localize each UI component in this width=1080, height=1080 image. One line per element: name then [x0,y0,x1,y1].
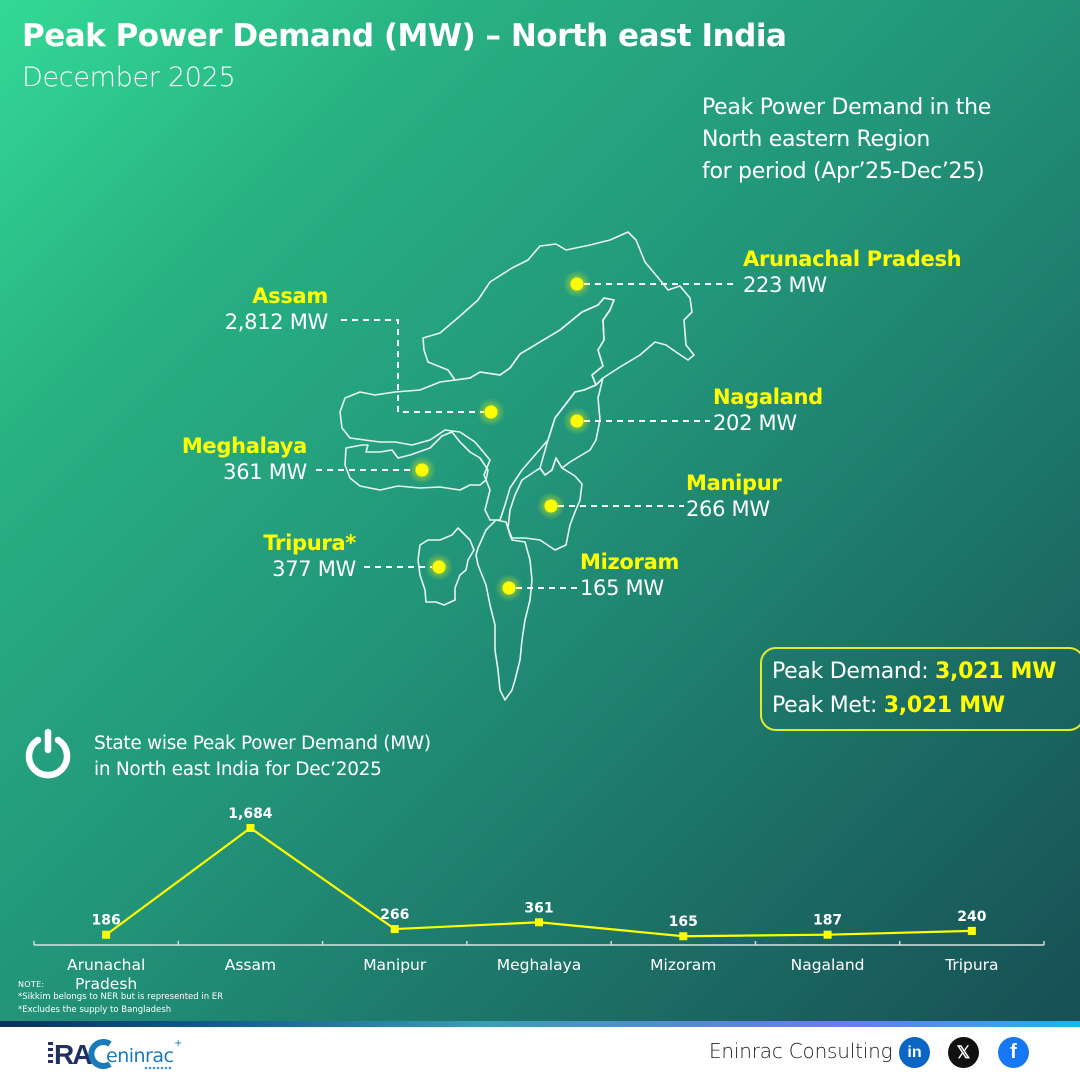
label-assam: Assam 2,812 MW [224,284,329,334]
power-icon [25,728,71,779]
period-note: Peak Power Demand in the North eastern R… [702,92,991,188]
notes: NOTE: *Sikkim belongs to NER but is repr… [18,978,223,1017]
footer-color-strip [0,1021,1080,1027]
state-markers [408,270,591,602]
category-label: Tripura [944,956,998,974]
marker-assam [484,405,498,419]
svg-text:+: + [174,1038,182,1049]
period-note-line3: for period (Apr’25-Dec’25) [702,159,985,184]
note-bangladesh: *Excludes the supply to Bangladesh [18,1005,172,1015]
peak-demand-line: Peak Demand: 3,021 MW [772,659,1057,684]
category-label: Nagaland [791,956,865,974]
footer: RA eninrac + Eninrac Consulting in 𝕏 f [0,1027,1080,1080]
marker-tripura [432,560,446,574]
category-label: Assam [225,956,276,974]
peak-demand-value: 3,021 MW [935,659,1057,684]
note-heading: NOTE: [18,980,45,989]
value-label: 187 [813,913,842,929]
marker-mizoram [502,581,516,595]
x-twitter-icon[interactable]: 𝕏 [948,1037,979,1068]
category-label: Meghalaya [497,956,582,974]
value-label: 361 [524,900,553,916]
period-note-line2: North eastern Region [702,127,931,152]
map-tripura-outline [417,527,475,606]
data-point [390,925,399,934]
label-arunachal: Arunachal Pradesh 223 MW [743,247,962,297]
value-label: 266 [380,907,409,923]
value-label: 186 [92,913,121,929]
category-label: Manipur [363,956,427,974]
peak-met-value: 3,021 MW [883,693,1005,718]
value-label: 165 [669,914,698,930]
period-note-line1: Peak Power Demand in the [702,95,991,120]
data-point [535,918,543,927]
marker-arunachal [570,277,584,291]
label-tripura: Tripura* 377 MW [263,531,356,581]
category-label: Pradesh [75,975,137,993]
page-title: Peak Power Demand (MW) – North east Indi… [22,18,787,54]
map-mizoram-outline [475,519,533,701]
value-label: 240 [957,909,986,925]
category-label: Arunachal [67,956,145,974]
peak-summary-box: Peak Demand: 3,021 MW Peak Met: 3,021 MW [760,647,1080,731]
marker-nagaland [570,414,584,428]
brand-name: Eninrac Consulting [709,1039,893,1063]
infographic-canvas: Peak Power Demand (MW) – North east Indi… [0,0,1080,1022]
data-point [967,926,976,935]
northeast-india-map [339,231,695,701]
map-manipur-outline [507,457,583,551]
peak-met-line: Peak Met: 3,021 MW [772,693,1005,718]
data-point [102,930,111,939]
svg-text:eninrac: eninrac [106,1045,174,1067]
data-point [823,930,832,939]
label-manipur: Manipur 266 MW [686,471,782,521]
facebook-icon[interactable]: f [998,1037,1029,1068]
label-mizoram: Mizoram 165 MW [580,550,680,600]
svg-text:RA: RA [54,1039,92,1070]
value-label: 1,684 [228,806,273,822]
note-sikkim: *Sikkim belongs to NER but is represente… [18,992,224,1002]
connector-assam [341,319,484,413]
marker-meghalaya [415,463,429,477]
map-meghalaya-outline [344,431,489,491]
chart-title: State wise Peak Power Demand (MW) in Nor… [94,733,431,780]
label-meghalaya: Meghalaya 361 MW [181,434,307,484]
label-nagaland: Nagaland 202 MW [713,385,823,435]
data-point [679,932,688,941]
marker-manipur [544,499,558,513]
data-point [246,824,255,832]
eninrac-logo[interactable]: RA eninrac + [48,1036,188,1072]
page-subtitle: December 2025 [22,62,236,93]
map-arunachal-outline [422,231,695,386]
category-label: Mizoram [650,956,716,974]
linkedin-icon[interactable]: in [899,1037,930,1068]
